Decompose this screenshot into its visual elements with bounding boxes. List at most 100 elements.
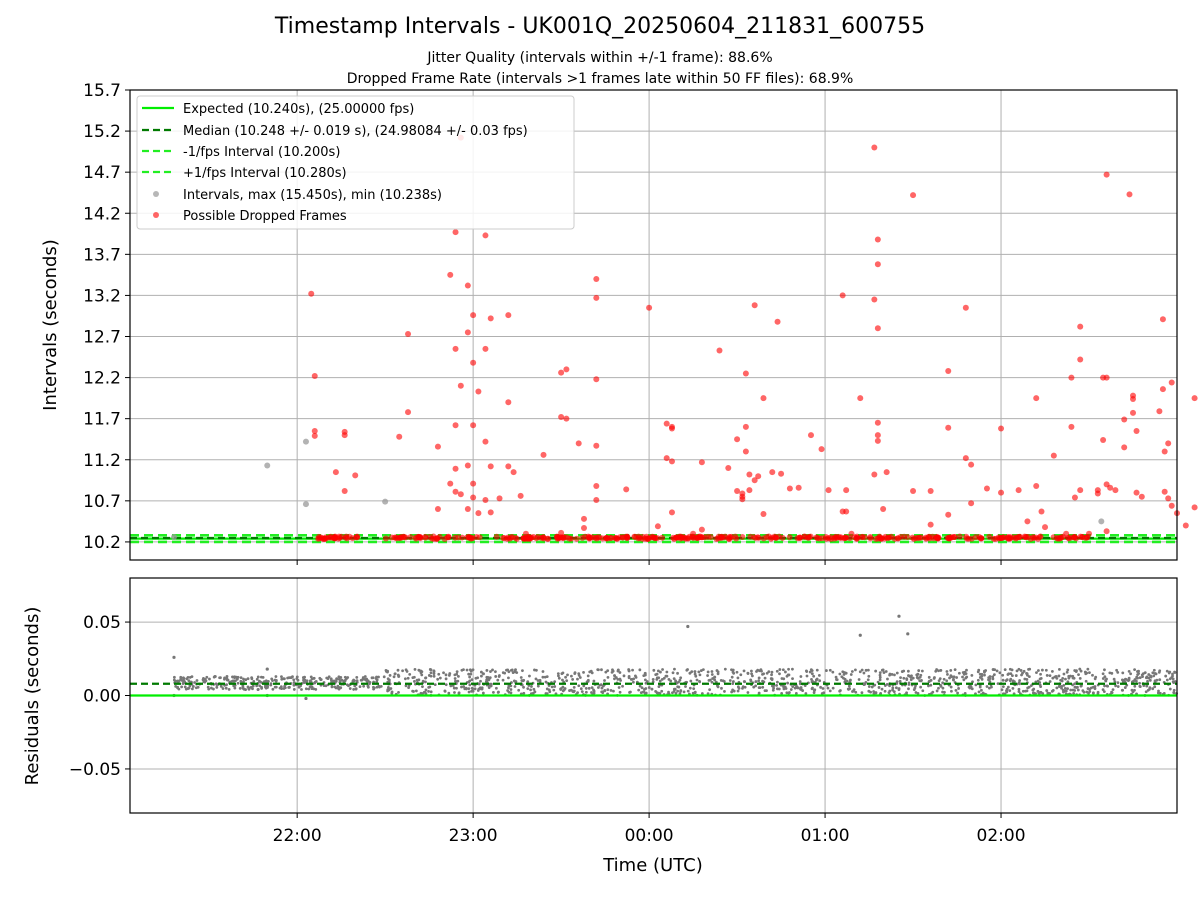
residual-point-919 xyxy=(427,685,431,689)
residual-point-806 xyxy=(571,678,575,681)
residual-point-394 xyxy=(902,676,906,680)
residual-point-1320 xyxy=(799,675,803,678)
residual-point-424 xyxy=(1048,680,1052,683)
dropped-frame-point-111 xyxy=(874,325,881,332)
residual-point-334 xyxy=(302,681,306,684)
residual-point-156 xyxy=(241,686,245,690)
residual-point-879 xyxy=(780,691,784,695)
residual-point-1228 xyxy=(743,685,747,689)
residual-point-1550 xyxy=(590,671,594,675)
residual-point-298 xyxy=(177,679,181,683)
residual-point-834 xyxy=(1006,673,1010,676)
residual-point-474 xyxy=(957,671,961,675)
residual-point-865 xyxy=(469,672,473,676)
residual-point-739 xyxy=(659,670,662,674)
residual-point-166 xyxy=(190,687,194,691)
residual-point-1231 xyxy=(657,685,661,689)
residual-point-704 xyxy=(893,673,896,677)
interval-point-1 xyxy=(302,438,309,445)
residual-point-1237 xyxy=(1113,680,1117,684)
residual-point-99 xyxy=(250,676,254,680)
dropped-frame-point-93 xyxy=(769,469,776,476)
residual-point-1129 xyxy=(1172,688,1176,692)
residual-point-1300 xyxy=(845,679,849,683)
residual-point-886 xyxy=(965,668,968,672)
residual-point-1513 xyxy=(471,668,475,672)
residual-point-1153 xyxy=(561,671,565,675)
residual-point-443 xyxy=(638,668,642,672)
dropped-baseline-point-387 xyxy=(444,534,451,541)
residual-point-1244 xyxy=(645,680,649,683)
dropped-frame-point-17 xyxy=(452,345,459,352)
residual-point-756 xyxy=(573,671,577,675)
residual-point-1539 xyxy=(1165,669,1169,673)
residual-point-158 xyxy=(221,687,225,690)
residual-point-1164 xyxy=(1142,684,1146,688)
residual-point-933 xyxy=(1084,679,1088,683)
residual-point-994 xyxy=(580,690,584,694)
dropped-baseline-point-36 xyxy=(786,534,793,541)
residual-point-245 xyxy=(382,675,386,679)
dropped-frame-point-13 xyxy=(434,506,441,513)
residual-point-1431 xyxy=(863,682,867,686)
residual-point-1146 xyxy=(487,686,491,690)
residual-point-1581 xyxy=(905,691,908,695)
dropped-frame-point-31 xyxy=(470,480,477,487)
dropped-frame-point-20 xyxy=(452,488,459,495)
residual-point-880 xyxy=(939,668,943,672)
residual-point-1238 xyxy=(1170,676,1174,679)
dropped-baseline-point-186 xyxy=(382,535,389,542)
residual-point-1315 xyxy=(723,667,727,671)
residual-point-208 xyxy=(212,687,215,691)
residual-point-1071 xyxy=(455,686,458,690)
dropped-baseline-point-413 xyxy=(330,535,337,542)
residual-point-1426 xyxy=(778,672,781,676)
intervals-x-ticks xyxy=(296,560,1002,565)
residual-point-1254 xyxy=(1057,685,1061,688)
residual-point-1169 xyxy=(1017,690,1021,693)
dropped-frame-point-74 xyxy=(698,459,705,466)
residual-point-584 xyxy=(888,684,891,688)
residual-point-609 xyxy=(453,691,456,694)
residual-point-822 xyxy=(937,669,940,673)
residual-point-1521 xyxy=(791,677,794,680)
residual-point-751 xyxy=(1011,686,1015,690)
residual-point-324 xyxy=(362,677,366,681)
residual-point-917 xyxy=(444,673,448,677)
residual-point-421 xyxy=(867,674,871,678)
legend-median-label: Median (10.248 +/- 0.019 s), (24.98084 +… xyxy=(183,124,528,139)
residual-point-743 xyxy=(1149,675,1153,679)
residual-point-796 xyxy=(1050,669,1054,673)
residual-point-1541 xyxy=(541,675,545,679)
residual-point-1366 xyxy=(421,679,425,683)
residual-point-1443 xyxy=(536,684,540,688)
residual-point-314 xyxy=(246,677,250,681)
dropped-frame-point-165 xyxy=(1138,493,1145,500)
residual-point-782 xyxy=(1060,684,1064,688)
residual-point-1369 xyxy=(628,691,631,694)
residual-point-884 xyxy=(643,678,647,682)
residual-point-1580 xyxy=(553,685,557,688)
intervals-y-tick-label-2: 11.2 xyxy=(83,451,121,471)
residual-point-1454 xyxy=(732,671,736,675)
residual-point-184 xyxy=(310,687,314,691)
residual-point-278 xyxy=(180,678,184,682)
legend-intervals-swatch xyxy=(153,191,159,197)
intervals-axes-frame xyxy=(129,89,1178,561)
residual-point-1056 xyxy=(1085,671,1089,675)
dropped-frame-point-102 xyxy=(848,530,855,537)
residual-point-585 xyxy=(869,690,872,694)
dropped-frame-point-170 xyxy=(1161,488,1168,495)
residual-point-1478 xyxy=(796,686,799,690)
dropped-baseline-point-419 xyxy=(524,535,531,542)
residual-point-1163 xyxy=(1036,689,1040,693)
residual-point-448 xyxy=(1133,684,1137,688)
residual-point-732 xyxy=(686,689,690,693)
dropped-baseline-point-310 xyxy=(859,534,866,541)
residual-point-959 xyxy=(397,690,400,694)
residual-point-191 xyxy=(263,680,266,683)
residual-point-100 xyxy=(279,685,283,689)
residual-point-1408 xyxy=(568,689,571,692)
dropped-frame-point-135 xyxy=(1033,483,1040,490)
residual-point-613 xyxy=(631,668,634,672)
